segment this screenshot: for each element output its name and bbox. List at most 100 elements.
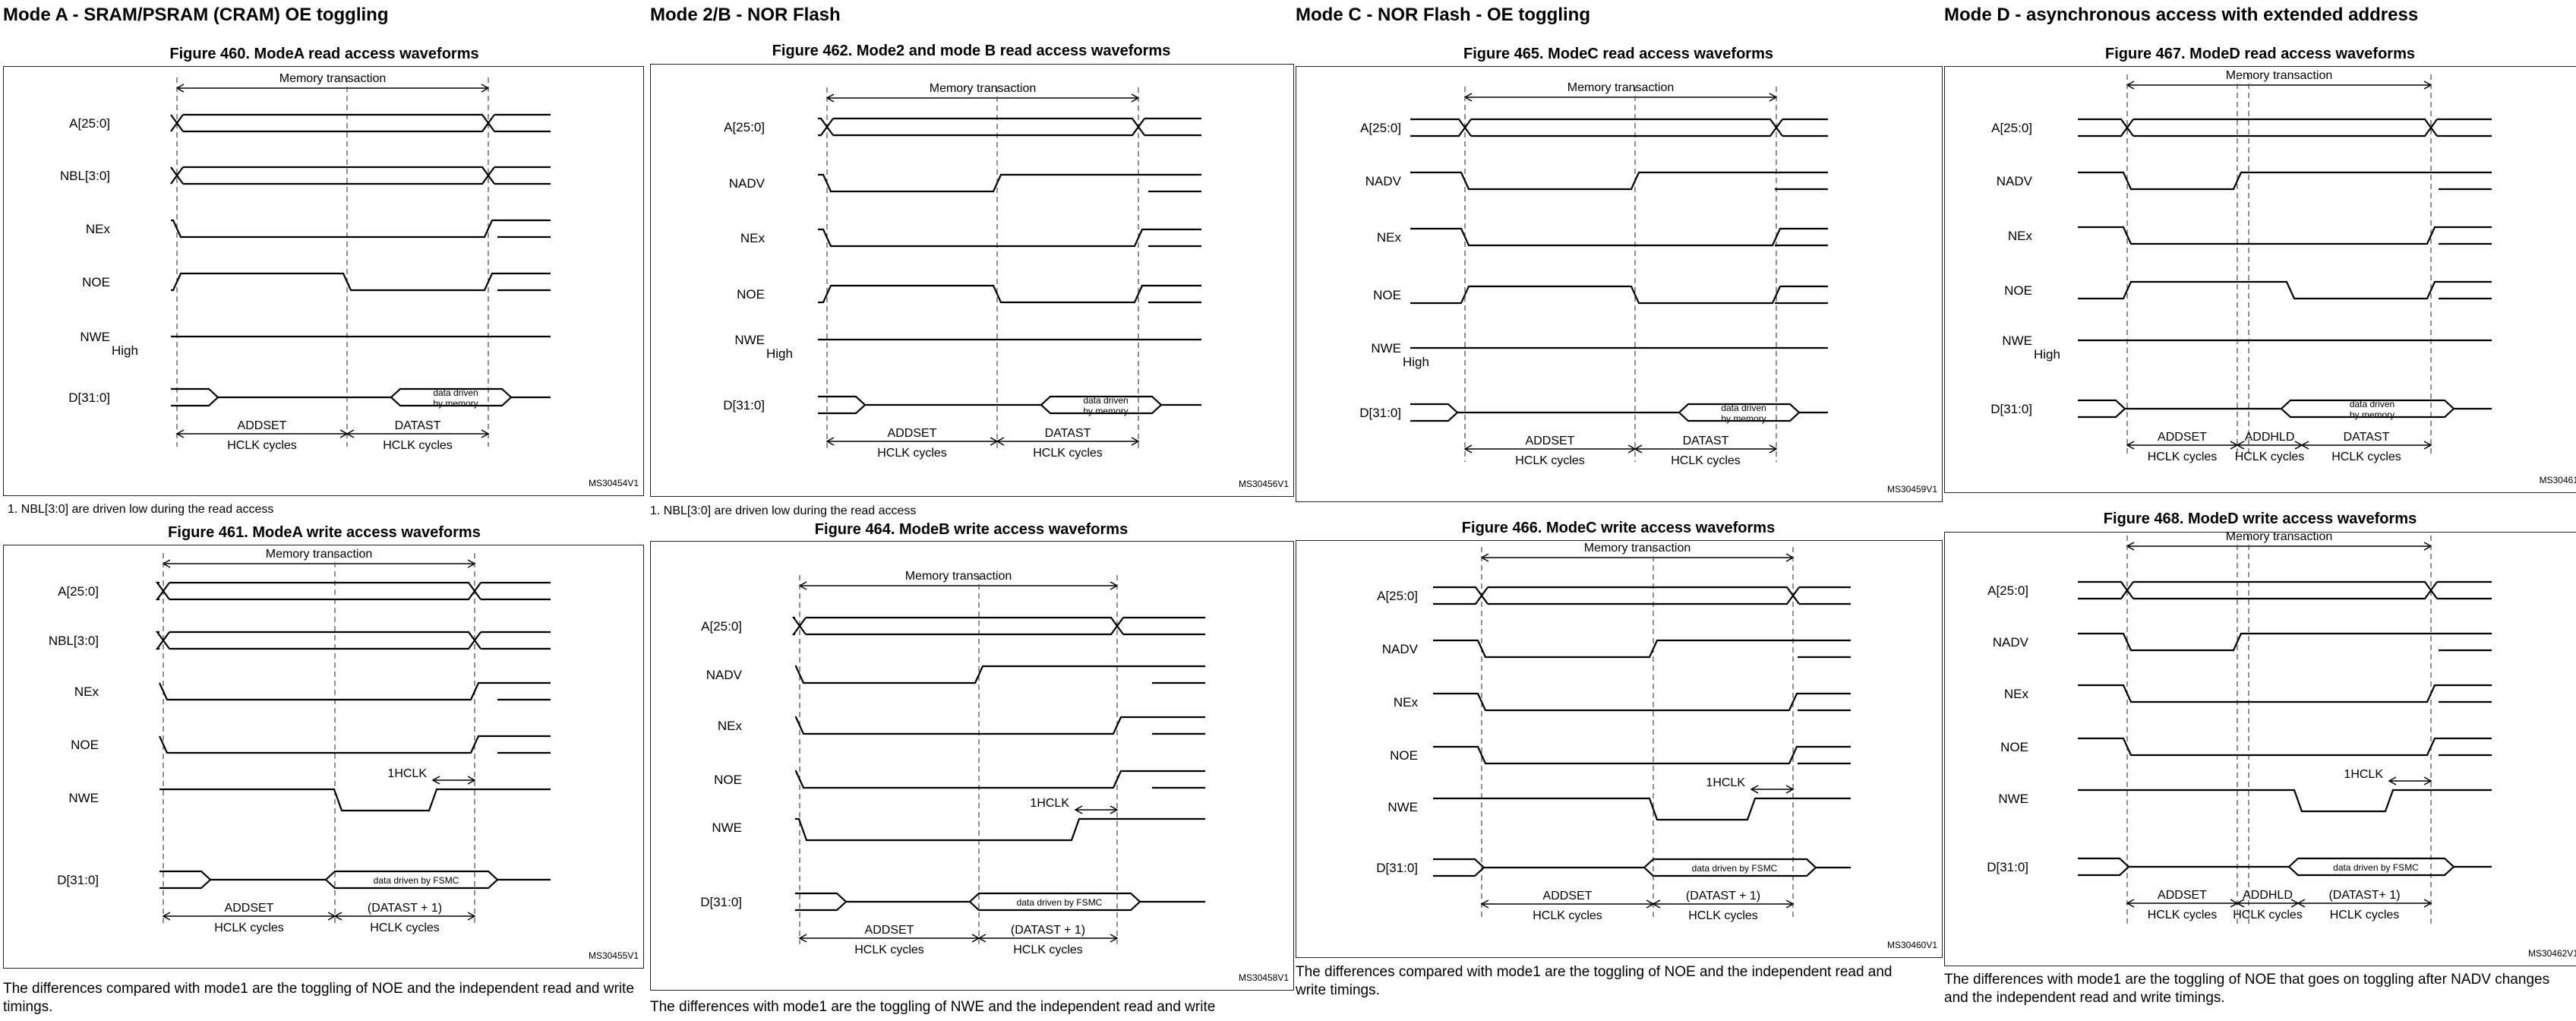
read-waveform-diagram: Memory transaction A[25:0] NADV NEx NOE NWE D[… [650, 64, 1294, 497]
signal-label: NOE [714, 773, 742, 787]
description-paragraph: The differences compared with mode1 are … [1296, 964, 1893, 998]
data-bus-waveform [2078, 399, 2281, 419]
data-driven-label: data driven [1721, 403, 1766, 413]
data-bus-waveform [818, 395, 1041, 415]
timing-label-datast_plus1: (DATAST+ 1) [2328, 889, 2400, 902]
data-driven-label: data driven by FSMC [1017, 897, 1103, 908]
hclk-cycles-label: HCLK cycles [2148, 909, 2218, 921]
signal-label: NOE [737, 287, 765, 302]
signal-label: NADV [729, 176, 766, 191]
timing-arrow-datast-head [346, 429, 355, 438]
one-hclk-arrow-head [1785, 785, 1795, 794]
timing-label-datast: DATAST [395, 419, 441, 432]
nadv-waveform [1410, 171, 1828, 191]
signal-label: NWE [2002, 333, 2032, 348]
figure-code: MS30462V1 [2528, 948, 2576, 959]
hclk-cycles-label: HCLK cycles [854, 944, 924, 956]
timing-arrow-addset-head [826, 437, 835, 446]
timing-arrow-addhld-head [2236, 441, 2245, 450]
signal-label: NOE [82, 275, 110, 289]
section-heading: Mode D - asynchronous access with extend… [1944, 5, 2419, 25]
signal-label: D[31:0] [700, 895, 742, 909]
footnote: 1. NBL[3:0] are driven low during the re… [8, 503, 274, 516]
section-heading: Mode C - NOR Flash - OE toggling [1296, 5, 1590, 25]
data-driven-label: by memory [433, 398, 478, 409]
nwe-high-label: High [766, 346, 793, 361]
hclk-cycles-label: HCLK cycles [877, 447, 947, 460]
one-hclk-label: 1HCLK [2344, 768, 2383, 781]
figure-code: MS30458V1 [1239, 972, 1289, 983]
signal-label: NADV [1997, 174, 2033, 188]
nex-waveform [1410, 227, 1828, 247]
data-driven-label: data driven [433, 387, 478, 398]
hclk-cycles-label: HCLK cycles [1515, 454, 1585, 467]
one-hclk-arrow-head [2423, 776, 2432, 786]
data-driven-label: data driven [1083, 395, 1128, 406]
nadv-waveform [818, 173, 1201, 193]
timing-arrow-addset-head [798, 934, 807, 943]
figure-title: Figure 468. ModeD write access waveforms [2103, 510, 2417, 527]
figure-code: MS30459V1 [1887, 484, 1937, 495]
read-waveform-diagram: Memory transaction A[25:0] NADV NEx NOE NWE D[… [1296, 66, 1943, 502]
signal-label: NEx [718, 719, 743, 733]
noe-waveform [1433, 745, 1851, 765]
figure-code: MS30455V1 [589, 950, 639, 961]
nwe-waveform [2078, 789, 2492, 813]
signal-label: NWE [712, 820, 742, 835]
hclk-cycles-label: HCLK cycles [2233, 909, 2303, 921]
timing-arrow-addset-head [175, 429, 185, 438]
memory-transaction-label: Memory transaction [279, 72, 387, 85]
hclk-cycles-label: HCLK cycles [227, 439, 297, 452]
hclk-cycles-label: HCLK cycles [1533, 909, 1602, 922]
figure-title: Figure 461. ModeA write access waveforms [168, 524, 481, 541]
nex-waveform [794, 716, 1205, 735]
one-hclk-label: 1HCLK [387, 767, 427, 780]
nbl-bus-waveform [170, 166, 551, 185]
data-driven-label: data driven by FSMC [1692, 863, 1778, 874]
figure-code: MS30454V1 [589, 478, 639, 488]
waveform-svg: Memory transaction A[25:0] NADV NEx NOE NWE D[… [1990, 69, 2576, 485]
data-driven-label: by memory [2350, 409, 2394, 420]
data-bus-waveform [795, 892, 970, 912]
timing-arrow-datast_plus1-head [1785, 899, 1795, 909]
nwe-waveform [795, 817, 1205, 842]
figure-title: Figure 464. ModeB write access waveforms [814, 521, 1129, 538]
timing-arrow-datast_plus1-head [2297, 899, 2306, 908]
timing-arrow-datast_plus1-head [977, 934, 987, 943]
nwe-high-label: High [112, 343, 138, 358]
signal-label: D[31:0] [1990, 402, 2032, 416]
memory-transaction-label: Memory transaction [2226, 533, 2333, 543]
signal-label: NWE [80, 330, 110, 344]
timing-arrow-datast-head [2423, 441, 2432, 450]
signal-label: A[25:0] [1991, 121, 2032, 135]
signal-label: NBL[3:0] [49, 634, 99, 648]
signal-label: NOE [2004, 283, 2032, 298]
description-paragraph: The differences with mode1 are the toggl… [1944, 972, 2550, 1006]
noe-waveform [1410, 285, 1828, 305]
write-waveform-diagram: Memory transaction A[25:0] NADV NEx NOE NWE D[… [1944, 532, 2576, 966]
waveform-svg: Memory transaction A[25:0] NADV NEx NOE NWE D[… [723, 82, 1289, 489]
description-paragraph: The differences compared with mode1 are … [3, 981, 634, 1015]
address-bus-waveform [170, 113, 551, 133]
signal-label: A[25:0] [1360, 121, 1401, 135]
hclk-cycles-label: HCLK cycles [2330, 909, 2400, 921]
hclk-cycles-label: HCLK cycles [1688, 909, 1758, 922]
nex-waveform [2078, 684, 2492, 703]
signal-label: NWE [1371, 341, 1401, 356]
noe-waveform [2078, 737, 2492, 757]
data-driven-label: data driven by FSMC [374, 875, 459, 886]
nex-waveform [818, 228, 1201, 248]
hclk-cycles-label: HCLK cycles [383, 439, 453, 452]
signal-label: NBL[3:0] [60, 169, 110, 183]
data-driven-label: by memory [1083, 406, 1128, 416]
nwe-high-label: High [2034, 347, 2060, 362]
memory-transaction-label: Memory transaction [930, 82, 1037, 95]
nwe-high-label: High [1403, 355, 1429, 369]
hclk-cycles-label: HCLK cycles [2148, 450, 2218, 463]
signal-label: NEx [1377, 230, 1402, 245]
signal-label: A[25:0] [1377, 589, 1418, 603]
timing-label-addhld: ADDHLD [2243, 889, 2293, 902]
one-hclk-arrow-head [2388, 776, 2397, 786]
timing-arrow-datast-head [996, 437, 1005, 446]
signal-label: D[31:0] [1376, 861, 1418, 875]
